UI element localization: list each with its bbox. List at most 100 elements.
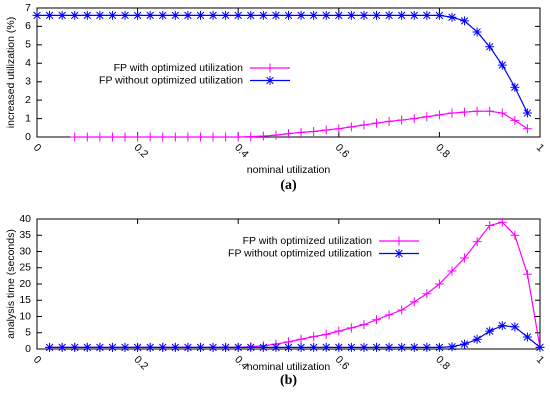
data-point: [372, 118, 382, 128]
data-point: [258, 10, 268, 20]
data-point: [397, 115, 407, 125]
data-point: [296, 127, 306, 137]
data-point: [158, 342, 168, 352]
data-point: [70, 342, 80, 352]
plot-frame: [36, 7, 541, 138]
data-point: [409, 114, 419, 124]
data-point: [384, 10, 394, 20]
data-point: [45, 342, 55, 352]
y-axis-label: increased utilization (%): [5, 17, 17, 128]
data-point: [145, 132, 155, 142]
data-point: [485, 326, 495, 336]
data-point: [271, 342, 281, 352]
data-point: [510, 322, 520, 332]
data-point: [208, 342, 218, 352]
data-point: [334, 326, 344, 336]
data-point: [359, 320, 369, 330]
x-tick-label: 0: [31, 354, 44, 367]
data-point: [485, 106, 495, 116]
data-point: [321, 329, 331, 339]
data-point: [57, 342, 67, 352]
data-point: [183, 132, 193, 142]
data-point: [522, 124, 532, 134]
data-point: [384, 342, 394, 352]
data-point: [321, 342, 331, 352]
data-point: [409, 10, 419, 20]
data-point: [522, 332, 532, 342]
data-point: [32, 10, 42, 20]
data-point: [434, 10, 444, 20]
data-point: [497, 321, 507, 331]
x-tick-label: 0.4: [232, 142, 251, 161]
y-tick-label: 10: [19, 310, 31, 322]
data-point: [70, 10, 80, 20]
data-point: [409, 297, 419, 307]
data-point: [460, 339, 470, 349]
data-point: [271, 130, 281, 140]
data-point: [321, 10, 331, 20]
data-point: [472, 237, 482, 247]
data-point: [107, 10, 117, 20]
data-point: [334, 342, 344, 352]
data-point: [497, 60, 507, 70]
legend-marker: [394, 236, 404, 246]
y-tick-label: 0: [25, 343, 31, 355]
data-point: [397, 305, 407, 315]
legend-label: FP with optimized utilization: [243, 235, 373, 247]
data-point: [359, 342, 369, 352]
data-point: [57, 10, 67, 20]
data-point: [133, 342, 143, 352]
data-point: [133, 10, 143, 20]
data-point: [346, 122, 356, 132]
data-point: [45, 10, 55, 20]
x-tick-label: 0.8: [433, 142, 452, 161]
y-tick-label: 30: [19, 245, 31, 257]
data-point: [346, 342, 356, 352]
data-point: [510, 230, 520, 240]
data-point: [434, 342, 444, 352]
data-point: [195, 342, 205, 352]
x-tick-label: 0.6: [333, 354, 352, 373]
data-point: [284, 342, 293, 352]
data-point: [183, 342, 193, 352]
y-tick-label: 7: [25, 2, 31, 14]
x-tick-label: 0.8: [433, 354, 452, 373]
data-point: [133, 132, 143, 142]
legend-label: FP without optimized utilization: [99, 74, 243, 86]
data-point: [497, 108, 507, 118]
data-point: [284, 129, 293, 139]
data-point: [422, 112, 432, 122]
legend-marker: [265, 63, 275, 73]
data-point: [384, 116, 394, 126]
y-tick-label: 25: [19, 262, 31, 274]
data-point: [334, 124, 344, 134]
data-point: [460, 16, 470, 26]
y-tick-label: 2: [25, 94, 31, 106]
data-point: [535, 342, 545, 352]
x-tick-label: 1: [534, 354, 547, 367]
data-point: [359, 10, 369, 20]
data-point: [107, 132, 117, 142]
data-point: [246, 10, 256, 20]
y-tick-label: 6: [25, 20, 31, 32]
data-point: [233, 132, 243, 142]
data-point: [409, 342, 419, 352]
data-point: [384, 310, 394, 320]
data-point: [472, 106, 482, 116]
data-point: [233, 10, 243, 20]
data-point: [195, 10, 205, 20]
data-point: [372, 342, 382, 352]
data-point: [510, 82, 520, 92]
x-axis-label: nominal utilization: [247, 361, 331, 373]
legend-label: FP without optimized utilization: [228, 247, 372, 259]
y-tick-label: 3: [25, 75, 31, 87]
data-point: [497, 217, 507, 227]
y-tick-label: 4: [25, 57, 31, 69]
data-point: [309, 342, 319, 352]
data-point: [372, 315, 382, 325]
data-point: [70, 132, 80, 142]
data-point: [309, 10, 319, 20]
y-tick-label: 1: [25, 112, 31, 124]
